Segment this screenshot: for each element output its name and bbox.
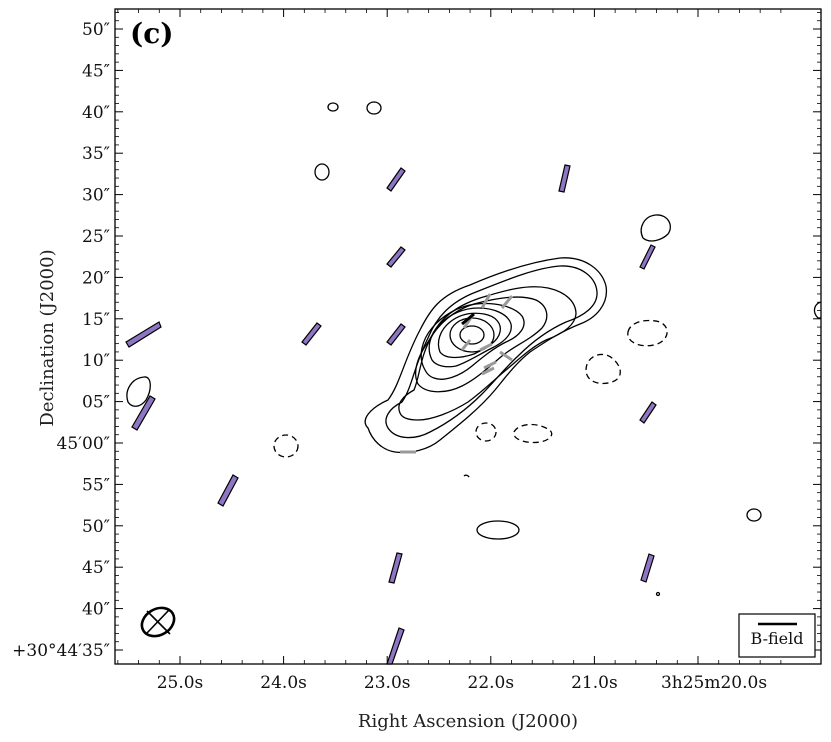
y-tick-label: +30°44′35″ xyxy=(12,641,110,661)
inner-vector xyxy=(499,350,513,362)
contour-level-5 xyxy=(420,302,525,380)
bfield-segment xyxy=(639,244,656,270)
y-tick-label: 35″ xyxy=(82,144,110,164)
bfield-segment xyxy=(301,322,322,346)
x-tick-label: 3h25m20.0s xyxy=(661,673,767,693)
inner-vector xyxy=(481,366,495,376)
bfield-segment xyxy=(558,164,571,193)
contour-level-4 xyxy=(414,296,548,393)
y-tick-label: 45′00″ xyxy=(57,434,110,454)
legend: B-field xyxy=(738,613,816,658)
contour-island xyxy=(640,214,671,242)
x-tick-label: 23.0s xyxy=(364,673,411,693)
contour-island xyxy=(126,376,151,407)
negative-contours xyxy=(273,319,668,481)
bfield-segments xyxy=(125,164,657,665)
inner-vector xyxy=(483,360,497,370)
contour-island xyxy=(746,508,762,522)
positive-contours xyxy=(126,101,822,597)
contour-island xyxy=(813,301,822,319)
negative-contour xyxy=(627,319,668,347)
bfield-segment xyxy=(640,553,655,583)
inner-vector-dark xyxy=(461,312,475,326)
contour-island xyxy=(655,591,661,597)
x-tick-label: 25.0s xyxy=(157,673,204,693)
negative-contour xyxy=(273,434,299,458)
negative-contour xyxy=(585,353,621,385)
negative-contour xyxy=(475,422,497,442)
bfield-segment xyxy=(388,552,403,584)
y-tick-label: 40″ xyxy=(82,103,110,123)
negative-contour xyxy=(513,423,553,444)
inner-vector xyxy=(500,295,514,309)
contour-level-9 xyxy=(459,325,485,345)
bfield-segment xyxy=(639,401,657,424)
x-axis-ticks: 25.0s 24.0s 23.0s 22.0s 21.0s 3h25m20.0s xyxy=(117,9,782,693)
y-tick-label: 25″ xyxy=(82,227,110,247)
y-tick-label: 05″ xyxy=(82,393,110,413)
y-tick-label: 50″ xyxy=(82,20,110,40)
contour-level-1 xyxy=(364,257,608,454)
y-axis-ticks: +30°44′35″ 40″ 45″ 50″ 55″ 45′00″ 05″ 10″ 15″ 20″… xyxy=(12,12,821,661)
contour-level-3 xyxy=(398,286,577,421)
contour-level-6 xyxy=(428,307,512,368)
bfield-segment xyxy=(386,246,406,268)
x-tick-label: 22.0s xyxy=(468,673,515,693)
x-axis-title: Right Ascension (J2000) xyxy=(358,711,578,732)
y-tick-label: 15″ xyxy=(82,310,110,330)
inner-vector xyxy=(460,339,472,351)
bfield-segment xyxy=(125,321,162,348)
y-tick-label: 10″ xyxy=(82,351,110,371)
y-tick-label: 45″ xyxy=(82,558,110,578)
bfield-segment xyxy=(131,395,156,431)
x-tick-label: 21.0s xyxy=(571,673,618,693)
contour-level-2 xyxy=(385,265,598,439)
plot-frame xyxy=(114,8,822,665)
panel-label: (c) xyxy=(130,17,174,50)
y-tick-label: 45″ xyxy=(82,61,110,81)
bfield-segment xyxy=(386,323,406,346)
contour-level-7 xyxy=(437,312,502,359)
y-tick-label: 20″ xyxy=(82,268,110,288)
bfield-segment xyxy=(386,627,405,665)
contour-island xyxy=(366,101,382,115)
inner-vector xyxy=(480,293,492,309)
legend-box xyxy=(738,613,816,658)
beam-ellipse xyxy=(140,606,176,638)
bfield-segment xyxy=(217,474,239,507)
y-tick-label: 50″ xyxy=(82,517,110,537)
contour-island xyxy=(314,163,330,181)
contour-island xyxy=(476,520,520,540)
negative-contour xyxy=(463,474,471,481)
inner-polarization-vectors xyxy=(400,293,514,454)
contour-island xyxy=(327,102,339,112)
y-tick-label: 55″ xyxy=(82,475,110,495)
bfield-segment xyxy=(386,167,406,192)
y-axis-title: Declination (J2000) xyxy=(37,249,58,426)
y-tick-label: 40″ xyxy=(82,600,110,620)
legend-label: B-field xyxy=(751,629,804,648)
y-tick-label: 30″ xyxy=(82,186,110,206)
inner-vector xyxy=(479,342,493,352)
x-tick-label: 24.0s xyxy=(260,673,307,693)
